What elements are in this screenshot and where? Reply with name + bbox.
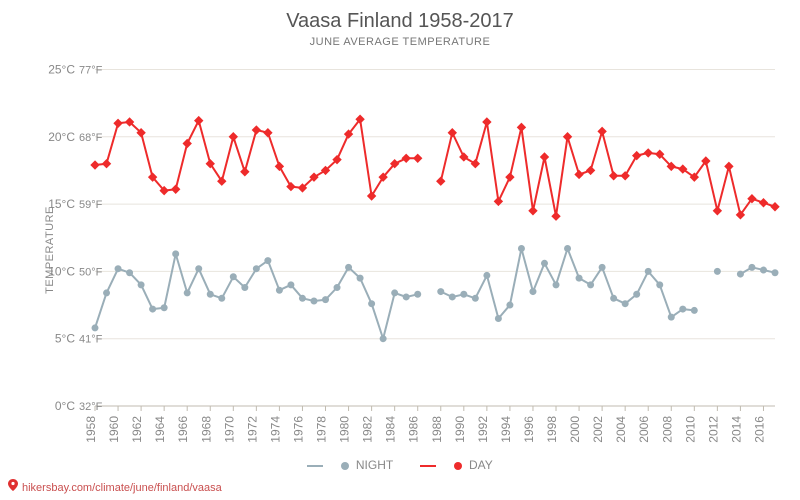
svg-text:5°C: 5°C <box>55 332 75 346</box>
map-pin-icon <box>8 479 18 494</box>
svg-text:1988: 1988 <box>430 416 444 443</box>
svg-text:1998: 1998 <box>545 416 559 443</box>
svg-text:1976: 1976 <box>291 416 305 443</box>
legend-label-night: NIGHT <box>356 458 393 472</box>
svg-text:1980: 1980 <box>338 416 352 443</box>
svg-text:1958: 1958 <box>84 416 98 443</box>
svg-text:1968: 1968 <box>199 416 213 443</box>
svg-text:1992: 1992 <box>476 416 490 443</box>
source-link[interactable]: hikersbay.com/climate/june/finland/vaasa <box>8 479 222 494</box>
svg-text:41°F: 41°F <box>79 334 103 346</box>
svg-text:1970: 1970 <box>222 416 236 443</box>
svg-text:2014: 2014 <box>729 416 743 443</box>
svg-text:1974: 1974 <box>268 416 282 443</box>
svg-text:15°C: 15°C <box>48 197 75 211</box>
svg-text:2004: 2004 <box>614 416 628 443</box>
svg-text:2000: 2000 <box>568 416 582 443</box>
svg-text:25°C: 25°C <box>48 62 75 76</box>
svg-text:1962: 1962 <box>130 416 144 443</box>
svg-text:1982: 1982 <box>361 416 375 443</box>
svg-text:2006: 2006 <box>637 416 651 443</box>
svg-text:1986: 1986 <box>407 416 421 443</box>
source-text: hikersbay.com/climate/june/finland/vaasa <box>22 482 222 494</box>
svg-text:10°C: 10°C <box>48 264 75 278</box>
svg-text:68°F: 68°F <box>79 132 103 144</box>
legend-dot-day <box>454 462 462 470</box>
legend-dot-night <box>341 462 349 470</box>
svg-text:1960: 1960 <box>107 416 121 443</box>
svg-text:20°C: 20°C <box>48 130 75 144</box>
svg-text:1990: 1990 <box>453 416 467 443</box>
svg-text:32°F: 32°F <box>79 401 103 413</box>
svg-text:1964: 1964 <box>153 416 167 443</box>
chart-plot-area: 0°C 32°F 5°C 41°F 10°C 50°F 15°C 59°F 20°C 68°F 25… <box>0 0 800 500</box>
legend-swatch-night <box>307 465 323 467</box>
svg-text:1966: 1966 <box>176 416 190 443</box>
svg-text:1978: 1978 <box>315 416 329 443</box>
svg-text:2002: 2002 <box>591 416 605 443</box>
svg-text:1972: 1972 <box>245 416 259 443</box>
svg-text:2008: 2008 <box>660 416 674 443</box>
svg-text:1994: 1994 <box>499 416 513 443</box>
svg-text:1984: 1984 <box>384 416 398 443</box>
svg-text:50°F: 50°F <box>79 266 103 278</box>
svg-text:77°F: 77°F <box>79 64 103 76</box>
climate-chart: Vaasa Finland 1958-2017 JUNE AVERAGE TEM… <box>0 0 800 500</box>
legend-label-day: DAY <box>469 458 493 472</box>
svg-text:2016: 2016 <box>752 416 766 443</box>
svg-text:2010: 2010 <box>683 416 697 443</box>
svg-text:1996: 1996 <box>522 416 536 443</box>
svg-text:59°F: 59°F <box>79 199 103 211</box>
legend-swatch-day <box>420 465 436 467</box>
chart-legend: NIGHT DAY <box>0 458 800 472</box>
svg-text:2012: 2012 <box>706 416 720 443</box>
svg-text:0°C: 0°C <box>55 399 75 413</box>
